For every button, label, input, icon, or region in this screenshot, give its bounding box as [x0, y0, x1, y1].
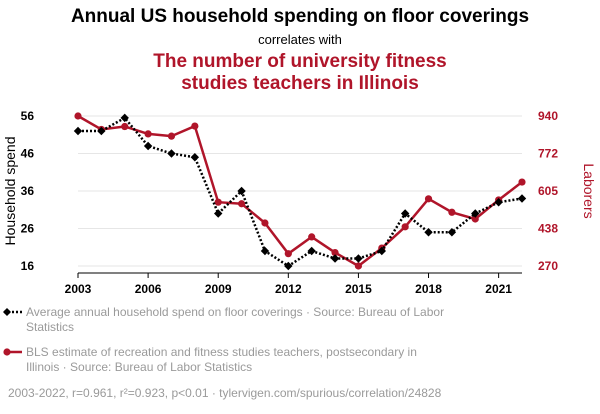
legend-swatch-marker [3, 308, 11, 316]
chart-title: Annual US household spending on floor co… [71, 6, 529, 27]
legend-entry-2-line-2: Illinois · Source: Bureau of Labor Stati… [26, 360, 252, 374]
x-axis-tick-label: 2015 [345, 282, 372, 296]
series-2-point [167, 132, 176, 140]
series-1-point [143, 141, 153, 151]
right-axis-label: Laborers [581, 163, 597, 218]
left-axis-label: Household spend [2, 137, 18, 246]
series-2-point [308, 233, 316, 241]
chart-subtitle: correlates with [258, 32, 342, 47]
series-2-point [331, 248, 339, 257]
right-axis-tick-label: 940 [538, 109, 558, 123]
series-1-point [517, 194, 527, 203]
x-axis-tick-label: 2021 [485, 282, 512, 296]
series-1-point [214, 209, 223, 218]
series-2-point [214, 198, 222, 206]
right-axis-tick-label: 270 [538, 259, 558, 273]
series-2-point [424, 195, 433, 203]
series-2-point [471, 215, 479, 223]
series-1-point [237, 186, 246, 196]
legend-swatch-marker [3, 348, 11, 356]
left-axis-tick-label: 36 [21, 184, 35, 198]
x-axis-tick-label: 2018 [415, 282, 442, 296]
left-axis-tick-label: 16 [21, 259, 35, 273]
series-2-point [121, 122, 129, 131]
x-axis-tick-label: 2003 [65, 282, 92, 296]
series-1-point [354, 254, 363, 263]
series-1-point [471, 209, 480, 218]
series-2-point [284, 250, 292, 258]
chart-secondary-title-line-1: The number of university fitness [153, 51, 447, 72]
right-axis-tick-label: 772 [538, 147, 558, 161]
legend-entry-1-line-1: Average annual household spend on floor … [26, 305, 444, 319]
series-2-point [261, 219, 269, 227]
series-1-point [120, 113, 129, 123]
series-2-point [401, 223, 409, 231]
series-layer [73, 112, 527, 271]
series-1-point [284, 261, 293, 271]
right-axis-tick-label: 438 [538, 221, 558, 235]
x-axis-tick-label: 2006 [135, 282, 162, 296]
grid [78, 115, 522, 267]
series-1-point [307, 246, 316, 256]
x-axis-tick-label: 2009 [205, 282, 232, 296]
legend-entry-1-line-2: Statistics [26, 320, 74, 334]
series-2-line [77, 114, 523, 268]
series-1-point [190, 153, 200, 162]
series-1-point [447, 228, 457, 237]
footer-text: 2003-2022, r=0.961, r²=0.923, p<0.01 · t… [8, 386, 442, 400]
series-1-point [330, 254, 340, 263]
series-2-point [144, 130, 152, 138]
series-2-point [354, 262, 363, 270]
legend: Average annual household spend on floor … [3, 305, 444, 374]
series-2-point [191, 122, 199, 130]
left-axis-tick-label: 26 [21, 222, 35, 236]
left-axis-tick-label: 46 [21, 147, 35, 161]
series-1-point [97, 126, 106, 136]
series-2-point [448, 208, 456, 216]
series-2-point [518, 178, 526, 186]
series-1-point [400, 209, 410, 218]
x-axis-tick-label: 2012 [275, 282, 302, 296]
left-axis-tick-label: 56 [21, 109, 35, 123]
axes: 16 26 36 46 56 270 438 605 772 940 2003 2006 2009 201… [2, 109, 597, 296]
series-1-point [424, 228, 433, 237]
series-1-point [73, 126, 83, 136]
series-2-point [74, 112, 82, 120]
legend-entry-2-line-1: BLS estimate of recreation and fitness s… [26, 345, 417, 359]
series-1-point [494, 198, 503, 207]
chart-secondary-title-line-2: studies teachers in Illinois [181, 73, 419, 94]
series-2-point [237, 200, 246, 208]
series-1-point [167, 149, 176, 158]
series-1-point [377, 246, 386, 256]
series-1-point [260, 246, 270, 256]
right-axis-tick-label: 605 [538, 184, 558, 198]
